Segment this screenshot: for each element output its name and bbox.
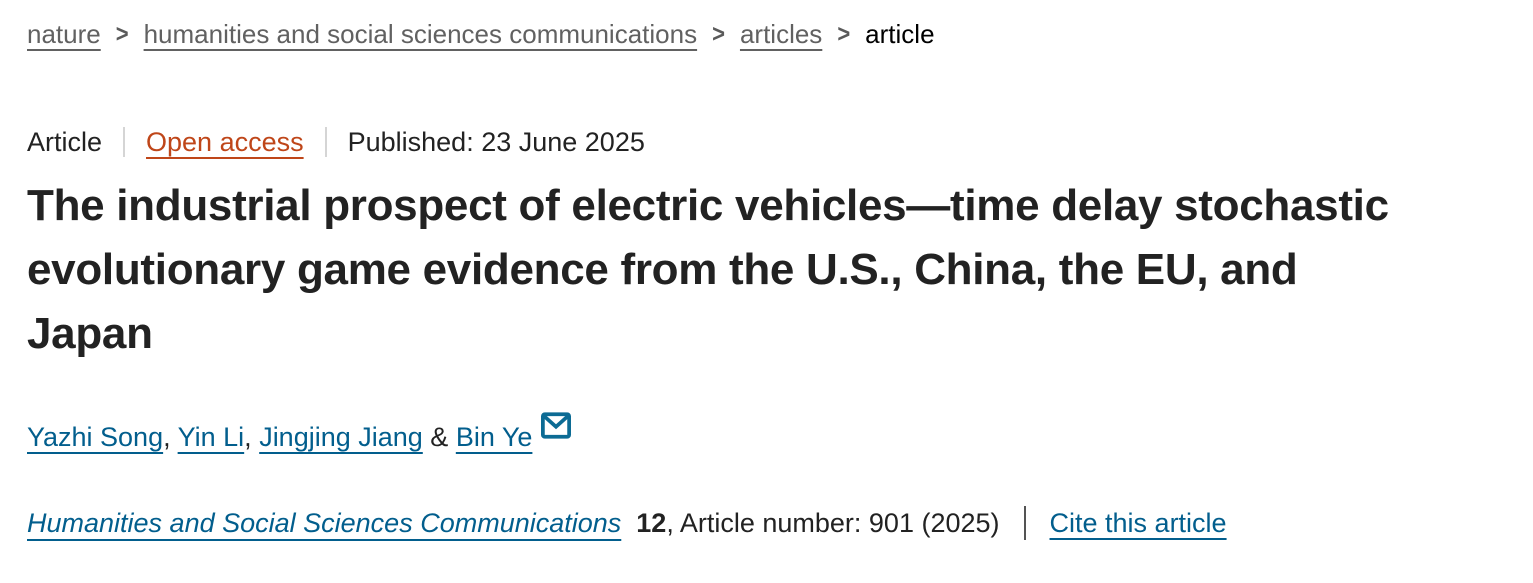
breadcrumb-link-articles[interactable]: articles: [739, 19, 823, 49]
author-link-jingjing-jiang[interactable]: Jingjing Jiang: [259, 422, 423, 453]
author-separator: ,: [244, 422, 260, 453]
separator-divider: [1023, 506, 1026, 541]
breadcrumb-current-article: article: [865, 19, 935, 49]
journal-link[interactable]: Humanities and Social Sciences Communica…: [27, 508, 622, 539]
author-separator: ,: [163, 422, 178, 453]
author-link-yazhi-song[interactable]: Yazhi Song: [27, 422, 164, 453]
open-access-link[interactable]: Open access: [146, 127, 304, 157]
breadcrumb-link-nature[interactable]: nature: [27, 19, 101, 49]
breadcrumb: nature > humanities and social sciences …: [27, 18, 1493, 50]
cite-this-article-link[interactable]: Cite this article: [1049, 508, 1227, 539]
chevron-right-icon: >: [712, 19, 725, 48]
published-date-label: Published: 23 June 2025: [347, 127, 645, 157]
citation-line: Humanities and Social Sciences Communica…: [27, 505, 1493, 541]
author-separator: &: [422, 422, 456, 453]
article-meta-row: Article Open access Published: 23 June 2…: [27, 124, 1493, 160]
chevron-right-icon: >: [115, 19, 129, 48]
chevron-right-icon: >: [837, 19, 851, 48]
separator-divider: [123, 127, 126, 157]
article-number-label: , Article number: 901 (2025): [666, 508, 1000, 539]
article-title: The industrial prospect of electric vehi…: [27, 181, 1389, 358]
breadcrumb-link-journal[interactable]: humanities and social sciences communica…: [143, 19, 698, 49]
separator-divider: [324, 127, 327, 157]
author-link-bin-ye[interactable]: Bin Ye: [455, 422, 533, 453]
author-list: Yazhi Song, Yin Li, Jingjing Jiang & Bin…: [27, 412, 1493, 455]
journal-volume: 12: [636, 508, 667, 539]
envelope-icon[interactable]: [541, 412, 572, 448]
article-type-label: Article: [27, 127, 103, 157]
author-link-yin-li[interactable]: Yin Li: [177, 422, 245, 453]
